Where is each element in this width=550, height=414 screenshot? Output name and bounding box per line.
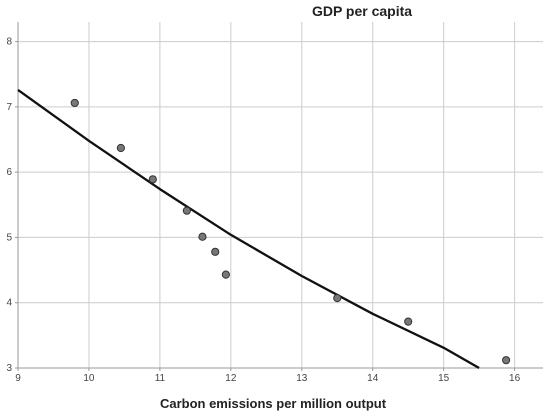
axes [15,22,543,371]
tick-labels: 9 10 11 12 13 14 15 16 3 4 5 6 7 8 [6,37,520,384]
fit-line-group [17,88,480,369]
data-point [333,294,342,303]
y-tick-label: 7 [6,102,12,113]
data-point [182,206,191,215]
data-point [502,356,511,365]
x-tick-label: 11 [155,373,166,384]
chart-title: GDP per capita [312,3,412,19]
y-tick-label: 3 [6,363,12,374]
points-group [70,98,511,365]
data-point [221,270,230,279]
x-tick-label: 16 [509,373,521,384]
x-tick-label: 9 [15,373,21,384]
data-point [198,232,207,241]
x-tick-label: 14 [367,373,379,384]
fit-line [17,88,480,369]
data-point [116,143,125,153]
y-tick-label: 5 [6,232,12,243]
x-tick-label: 10 [83,373,95,384]
x-axis-label: Carbon emissions per million output [160,396,387,411]
x-tick-label: 13 [296,373,308,384]
x-tick-label: 15 [438,373,450,384]
data-point [148,175,157,184]
y-tick-label: 6 [6,167,12,178]
y-tick-label: 8 [6,37,12,48]
data-point [211,247,220,256]
data-point [404,317,413,326]
x-tick-label: 12 [225,373,237,384]
y-tick-label: 4 [6,298,12,309]
grid [18,22,543,368]
data-point [70,98,79,108]
